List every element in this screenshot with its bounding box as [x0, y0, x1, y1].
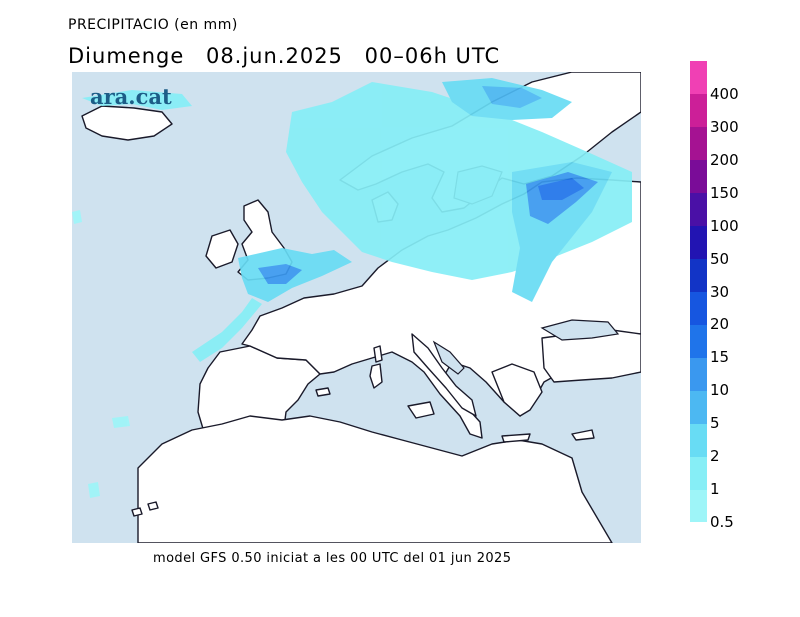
legend-label: 10 [710, 381, 730, 400]
legend-label: 200 [710, 150, 739, 169]
legend-swatch [690, 390, 707, 424]
legend-swatch [690, 225, 707, 260]
precipitation-layer [72, 78, 632, 498]
legend-swatch [690, 159, 707, 194]
model-caption: model GFS 0.50 iniciat a les 00 UTC del … [153, 551, 512, 566]
legend-label: 1 [710, 480, 720, 499]
legend-label: 15 [710, 348, 730, 367]
rain-small-2 [112, 416, 130, 428]
legend-label: 150 [710, 183, 739, 202]
rain-small-3 [88, 482, 100, 498]
black-sea [540, 319, 620, 341]
legend-label: 5 [710, 414, 720, 433]
legend-swatch [690, 192, 707, 227]
legend-swatch [690, 126, 707, 161]
rain-small-1 [72, 210, 82, 224]
forecast-day: Diumenge [68, 44, 185, 68]
map-title: Diumenge 08.jun.2025 00–06h UTC [68, 44, 514, 68]
legend-label: 2 [710, 447, 720, 466]
map-subtitle: PRECIPITACIO (en mm) [68, 17, 238, 33]
land-italy [411, 333, 477, 417]
land-balearics [315, 387, 331, 397]
rain-atlantic-streak [192, 298, 262, 362]
rain-east-max [538, 178, 584, 200]
legend-label: 400 [710, 84, 739, 103]
land-balkans [491, 363, 543, 417]
map-canvas [72, 72, 641, 543]
land-canaries [131, 501, 159, 517]
legend-swatch [690, 93, 707, 128]
land-ireland [205, 229, 239, 269]
legend-label: 300 [710, 117, 739, 136]
legend-swatch [690, 324, 707, 358]
legend-label: 30 [710, 282, 730, 301]
legend-label: 20 [710, 315, 730, 334]
precipitation-legend [690, 61, 707, 523]
brand-logo: ara.cat [90, 84, 172, 109]
rain-scandinavia-core [482, 86, 542, 108]
land-corsica [373, 345, 383, 363]
forecast-period: 00–06h UTC [364, 44, 501, 68]
legend-label: 100 [710, 216, 739, 235]
legend-swatch [690, 258, 707, 292]
legend-swatch [690, 61, 707, 95]
legend-label: 50 [710, 249, 730, 268]
adriatic-sea [432, 340, 465, 375]
legend-swatch [690, 423, 707, 457]
rain-iceland-patch [82, 90, 192, 110]
forecast-date: 08.jun.2025 [205, 44, 343, 68]
land-crete [501, 433, 531, 443]
legend-swatch [690, 357, 707, 391]
land-sardinia [369, 363, 383, 389]
land-sicily [407, 401, 435, 419]
legend-swatch [690, 291, 707, 325]
land-north-africa [137, 415, 613, 543]
rain-britain-core [258, 264, 302, 284]
legend-swatch [690, 456, 707, 490]
legend-label: 0.5 [710, 513, 734, 531]
land-iceland [81, 105, 173, 141]
land-cyprus [571, 429, 595, 441]
precipitation-map [72, 72, 641, 543]
legend-swatch [690, 489, 707, 523]
